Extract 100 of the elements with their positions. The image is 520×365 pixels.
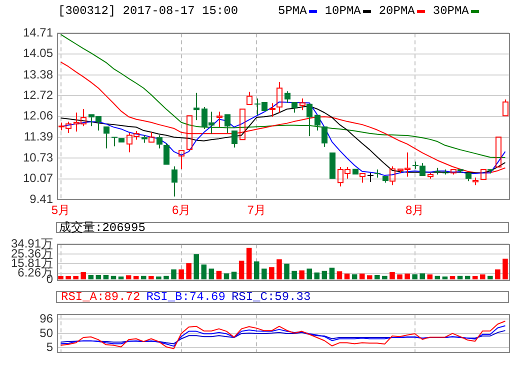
- bar: [464, 276, 470, 280]
- bar: [450, 276, 456, 280]
- bar: [156, 276, 162, 280]
- candlestick: [270, 102, 276, 118]
- candlestick: [118, 138, 124, 142]
- bar: [359, 274, 365, 280]
- text: RSI_A:89.72: [61, 290, 140, 304]
- y-tick-label: 11.39: [24, 130, 54, 144]
- bar: [284, 264, 290, 280]
- bar: [329, 268, 335, 280]
- bar: [292, 270, 297, 280]
- y-tick-label: 9.41: [30, 192, 54, 206]
- bar: [186, 263, 192, 280]
- legend-label: 30PMA: [432, 4, 469, 18]
- bar: [246, 248, 252, 280]
- chart-title: [300312] 2017-08-17 15:00: [58, 4, 238, 18]
- bar: [118, 276, 124, 280]
- bar: [495, 269, 500, 280]
- candlestick: [156, 134, 162, 149]
- bar: [164, 276, 169, 280]
- candlestick: [240, 108, 246, 140]
- bar: [126, 275, 132, 280]
- candlestick: [148, 132, 154, 143]
- legend-label: 5PMA: [278, 4, 307, 18]
- candlestick: [142, 134, 148, 144]
- candlestick: [434, 167, 440, 175]
- bar: [201, 264, 207, 280]
- candlestick: [322, 126, 328, 148]
- y-tick-label: 10.73: [22, 150, 54, 164]
- bar: [224, 273, 230, 280]
- bar: [148, 276, 154, 280]
- bar: [374, 275, 380, 280]
- bar: [178, 269, 184, 280]
- bar: [427, 274, 433, 280]
- bar: [140, 276, 146, 280]
- x-tick-label: 6月: [172, 203, 191, 218]
- bar: [231, 272, 237, 280]
- candlestick: [112, 136, 118, 147]
- bar: [472, 276, 478, 280]
- bar: [171, 269, 176, 280]
- candlestick: [164, 142, 170, 165]
- bar: [366, 275, 372, 280]
- candlestick: [360, 173, 366, 184]
- candlestick: [284, 90, 290, 104]
- y-tick-label: 14.71: [22, 26, 54, 40]
- legend-label: 10PMA: [324, 4, 361, 18]
- candlestick: [104, 126, 110, 149]
- candlestick: [382, 176, 388, 184]
- bar: [216, 270, 222, 280]
- bar: [314, 272, 320, 280]
- y-tick-label: 12.72: [22, 88, 54, 102]
- candlestick: [292, 102, 298, 114]
- bar: [322, 270, 328, 280]
- bar: [194, 254, 200, 280]
- bar: [352, 274, 358, 280]
- candlestick: [314, 114, 320, 132]
- candlestick: [216, 111, 222, 128]
- y-tick-label: 5: [46, 340, 54, 354]
- bar: [336, 271, 342, 280]
- bar: [66, 276, 71, 280]
- x-tick-label: 5月: [51, 203, 70, 218]
- text: RSI_B:74.69: [146, 290, 226, 304]
- bar: [254, 261, 260, 280]
- bar: [344, 274, 350, 280]
- bar: [269, 267, 274, 280]
- chart-title: 成交量:206995: [59, 220, 146, 236]
- y-tick-label: 13.38: [22, 67, 54, 82]
- bar: [238, 260, 244, 280]
- legend-label: 20PMA: [378, 4, 415, 18]
- bar: [208, 268, 214, 280]
- bar: [480, 274, 486, 280]
- candlestick: [300, 98, 306, 111]
- bar: [404, 274, 410, 280]
- y-tick-label: 12.06: [22, 108, 54, 123]
- y-tick-label: 14.05: [22, 46, 54, 60]
- bar: [88, 275, 94, 280]
- candlestick: [178, 150, 184, 170]
- bar: [434, 276, 440, 280]
- bar: [276, 259, 282, 280]
- bar: [73, 276, 78, 280]
- bar: [420, 273, 426, 280]
- bar: [96, 275, 102, 280]
- candlestick: [276, 82, 282, 114]
- candlestick: [367, 172, 374, 183]
- bar: [442, 276, 448, 280]
- bar: [397, 274, 402, 280]
- bar: [80, 272, 86, 280]
- bar: [488, 276, 493, 280]
- y-tick-label: 10.07: [22, 171, 54, 186]
- bar: [103, 275, 109, 280]
- bar: [299, 270, 304, 280]
- candlestick: [224, 114, 230, 134]
- candlestick: [306, 104, 312, 137]
- bar: [502, 258, 508, 280]
- y-tick-label: 50: [40, 326, 54, 340]
- candlestick: [194, 92, 200, 121]
- bar: [306, 268, 312, 280]
- candlestick: [172, 166, 178, 197]
- candlestick: [352, 168, 358, 174]
- y-tick-label: 96: [40, 311, 54, 326]
